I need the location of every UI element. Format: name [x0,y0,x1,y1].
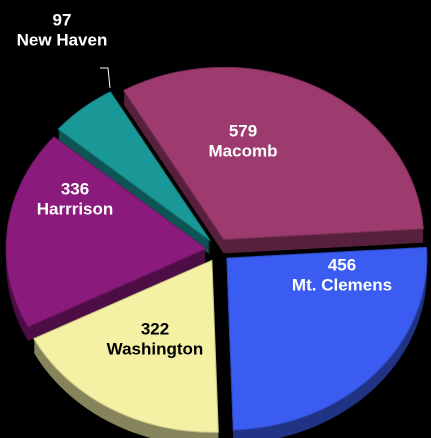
slice [226,246,428,431]
slice [57,91,211,242]
category-label: New Haven [17,30,108,49]
slice [33,259,219,433]
slice [122,66,424,240]
category-label: Macomb [209,141,278,160]
category-label: Mt. Clemens [292,275,392,294]
category-label: Washington [107,339,204,358]
value-label: 97 [53,10,72,29]
leader-line [100,67,111,89]
value-label: 322 [141,319,169,338]
slice [5,136,208,328]
value-label: 579 [229,121,257,140]
value-label: 456 [328,255,356,274]
category-label: Harrrison [37,199,114,218]
value-label: 336 [61,179,89,198]
